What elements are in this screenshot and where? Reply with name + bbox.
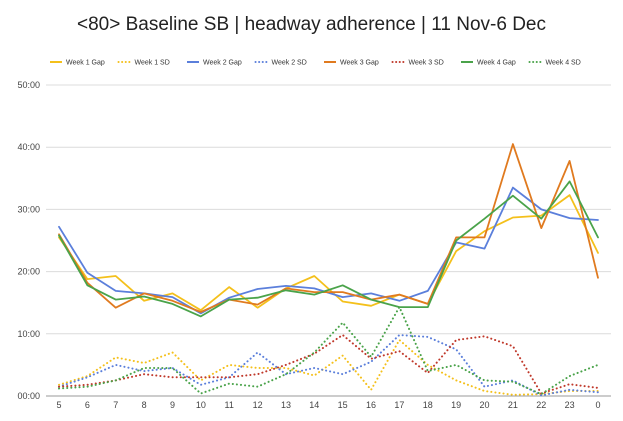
legend-label-week-3-gap: Week 3 Gap <box>340 60 379 67</box>
x-tick-label: 0 <box>595 400 600 410</box>
x-tick-label: 14 <box>309 400 319 410</box>
chart-title: <80> Baseline SB | headway adherence | 1… <box>77 14 546 35</box>
x-tick-label: 7 <box>113 400 118 410</box>
gridlines <box>46 84 611 397</box>
series-line-week-1-gap <box>58 194 599 312</box>
series-line-week-4-sd <box>58 306 599 396</box>
series-line-week-2-gap <box>58 186 599 315</box>
series-line-week-1-sd <box>58 339 599 396</box>
series-line-week-3-sd <box>58 334 599 395</box>
x-tick-label: 16 <box>366 400 376 410</box>
y-axis-ticks: 00:00 10:00 20:00 30:00 40:00 50:00 <box>17 80 40 401</box>
legend: Week 1 Gap Week 1 SD Week 2 Gap Week 2 SD We… <box>50 60 581 67</box>
legend-label-week-4-sd: Week 4 SD <box>546 60 581 67</box>
x-tick-label: 23 <box>565 400 575 410</box>
x-tick-label: 22 <box>536 400 546 410</box>
y-tick-label: 00:00 <box>17 391 40 401</box>
legend-label-week-1-gap: Week 1 Gap <box>66 60 105 67</box>
series-line-week-4-gap <box>58 180 599 318</box>
legend-label-week-2-gap: Week 2 Gap <box>203 60 242 67</box>
y-tick-label: 50:00 <box>17 80 40 90</box>
x-tick-label: 21 <box>508 400 518 410</box>
legend-label-week-3-sd: Week 3 SD <box>409 60 444 67</box>
y-tick-label: 10:00 <box>17 329 40 339</box>
x-tick-label: 20 <box>480 400 490 410</box>
legend-label-week-1-sd: Week 1 SD <box>135 60 170 67</box>
x-tick-label: 12 <box>253 400 263 410</box>
x-tick-label: 11 <box>225 400 234 410</box>
series-line-week-3-gap <box>58 143 599 313</box>
x-tick-label: 17 <box>394 400 404 410</box>
x-tick-label: 19 <box>451 400 461 410</box>
y-tick-label: 20:00 <box>17 267 40 277</box>
x-tick-label: 10 <box>196 400 206 410</box>
x-tick-label: 18 <box>423 400 433 410</box>
legend-label-week-4-gap: Week 4 Gap <box>477 60 516 67</box>
x-tick-label: 5 <box>56 400 61 410</box>
x-tick-label: 13 <box>281 400 291 410</box>
legend-label-week-2-sd: Week 2 SD <box>272 60 307 67</box>
series-lines <box>58 143 599 397</box>
y-tick-label: 40:00 <box>17 142 40 152</box>
y-tick-label: 30:00 <box>17 204 40 214</box>
x-tick-label: 15 <box>338 400 348 410</box>
x-tick-label: 8 <box>142 400 147 410</box>
x-tick-label: 9 <box>170 400 175 410</box>
x-tick-label: 6 <box>85 400 90 410</box>
x-axis-ticks: 5 6 7 8 9 10 11 12 13 14 15 16 17 18 19 20 21 22 23 0 <box>56 400 600 410</box>
